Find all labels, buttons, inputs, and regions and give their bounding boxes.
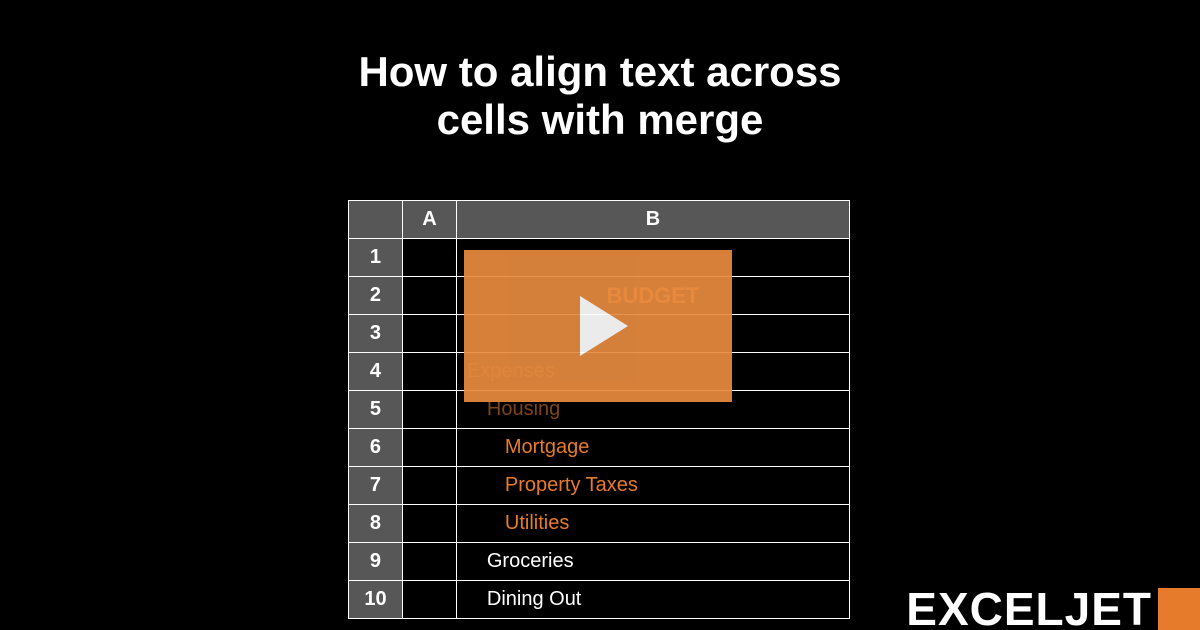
play-button[interactable] [464,250,732,402]
row-number: 4 [349,353,403,391]
cell-A8 [402,505,456,543]
table-row: 7 Property Taxes [349,467,850,505]
cell-B9: Groceries [456,543,849,581]
cell-A4 [402,353,456,391]
cell-B6: Mortgage [456,429,849,467]
cell-A6 [402,429,456,467]
row-number: 7 [349,467,403,505]
row-number: 2 [349,277,403,315]
table-row: 8 Utilities [349,505,850,543]
cell-A9 [402,543,456,581]
cell-A2 [402,277,456,315]
cell-A1 [402,239,456,277]
cell-B10: Dining Out [456,581,849,619]
cell-A3 [402,315,456,353]
play-icon [558,286,638,366]
title-line2: cells with merge [437,96,764,143]
row-number: 8 [349,505,403,543]
cell-B7: Property Taxes [456,467,849,505]
cell-A7 [402,467,456,505]
table-row: 9 Groceries [349,543,850,581]
row-number: 10 [349,581,403,619]
logo-text: EXCELJET [906,582,1152,630]
table-row: 6 Mortgage [349,429,850,467]
header-row: A B [349,201,850,239]
row-number: 5 [349,391,403,429]
col-header-B: B [456,201,849,239]
cell-A5 [402,391,456,429]
logo-mark-icon [1158,588,1200,630]
brand-logo: EXCELJET [906,582,1200,630]
title-line1: How to align text across [358,48,841,95]
table-row: 10 Dining Out [349,581,850,619]
page-title: How to align text across cells with merg… [0,0,1200,145]
row-number: 3 [349,315,403,353]
col-header-A: A [402,201,456,239]
cell-A10 [402,581,456,619]
cell-B8: Utilities [456,505,849,543]
row-number: 9 [349,543,403,581]
row-number: 1 [349,239,403,277]
row-number: 6 [349,429,403,467]
corner-cell [349,201,403,239]
